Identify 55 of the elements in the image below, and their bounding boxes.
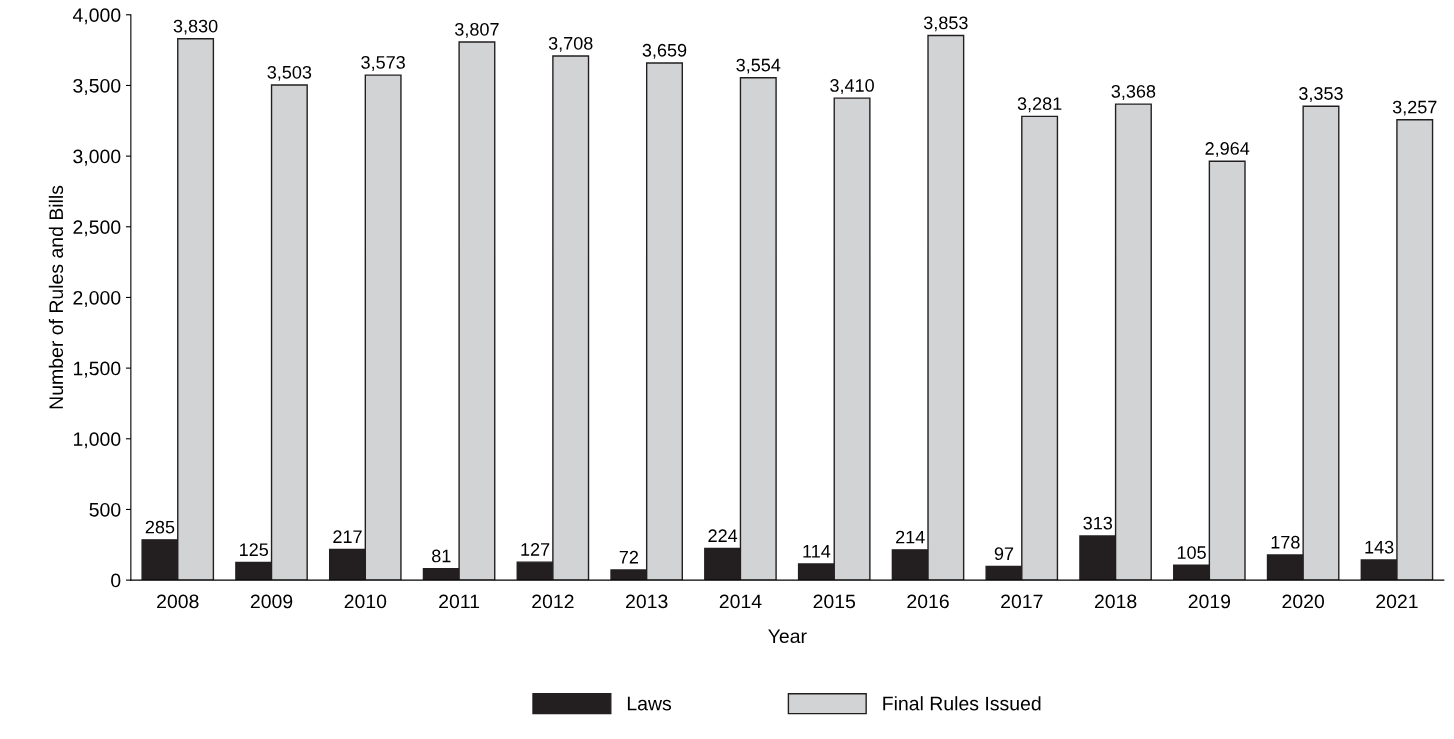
legend-label: Final Rules Issued bbox=[883, 696, 1041, 711]
data-label: 3,573 bbox=[361, 56, 405, 71]
y-tick-label: 500 bbox=[89, 502, 121, 517]
data-label: 105 bbox=[1177, 546, 1206, 559]
data-label: 3,257 bbox=[1392, 100, 1437, 116]
data-label: 3,659 bbox=[642, 43, 687, 59]
x-axis-title: Year bbox=[768, 629, 807, 644]
data-label: 114 bbox=[803, 545, 831, 558]
data-label: 313 bbox=[1083, 516, 1113, 530]
x-tick-label: 2016 bbox=[907, 594, 949, 609]
data-label: 3,554 bbox=[736, 58, 781, 74]
data-label: 217 bbox=[333, 530, 362, 543]
data-label: 81 bbox=[432, 549, 451, 563]
data-label: 72 bbox=[619, 550, 638, 564]
data-label: 224 bbox=[708, 529, 738, 542]
x-tick-label: 2020 bbox=[1282, 594, 1325, 609]
data-label: 3,708 bbox=[548, 36, 593, 52]
x-tick-label: 2012 bbox=[532, 594, 574, 609]
x-tick-label: 2017 bbox=[1001, 594, 1043, 609]
data-label: 3,807 bbox=[455, 22, 499, 38]
data-label: 3,830 bbox=[173, 19, 218, 35]
data-label: 285 bbox=[145, 520, 175, 534]
x-tick-label: 2018 bbox=[1094, 594, 1137, 609]
data-label: 3,503 bbox=[267, 65, 312, 81]
y-tick-label: 3,000 bbox=[73, 149, 121, 166]
y-tick-label: 2,500 bbox=[73, 220, 121, 237]
x-tick-label: 2021 bbox=[1376, 594, 1418, 609]
data-label: 3,368 bbox=[1111, 84, 1156, 100]
y-axis-title: Number of Rules and Bills bbox=[48, 185, 64, 409]
data-label: 3,853 bbox=[923, 16, 968, 32]
data-label: 127 bbox=[521, 543, 550, 556]
data-label: 214 bbox=[896, 530, 925, 544]
legend-label: Laws bbox=[627, 696, 672, 711]
data-label: 3,281 bbox=[1017, 97, 1062, 113]
data-label: 3,410 bbox=[830, 79, 874, 94]
y-tick-label: 2,000 bbox=[73, 290, 121, 307]
y-tick-label: 3,500 bbox=[73, 78, 121, 95]
x-tick-label: 2009 bbox=[250, 594, 293, 609]
y-tick-label: 1,000 bbox=[73, 432, 121, 449]
x-tick-label: 2014 bbox=[719, 594, 762, 609]
x-tick-label: 2010 bbox=[344, 594, 387, 609]
y-tick-label: 1,500 bbox=[73, 361, 121, 378]
data-label: 178 bbox=[1271, 535, 1300, 549]
data-label: 97 bbox=[994, 547, 1014, 561]
x-tick-label: 2019 bbox=[1188, 594, 1231, 609]
data-label: 125 bbox=[240, 543, 269, 557]
x-tick-label: 2011 bbox=[439, 594, 480, 609]
y-tick-label: 0 bbox=[111, 573, 121, 588]
x-tick-label: 2008 bbox=[157, 594, 199, 609]
y-tick-label: 4,000 bbox=[72, 8, 121, 25]
data-label: 143 bbox=[1365, 540, 1394, 554]
data-label: 3,353 bbox=[1299, 87, 1343, 103]
data-label: 2,964 bbox=[1205, 142, 1250, 157]
x-tick-label: 2013 bbox=[626, 594, 668, 609]
x-tick-label: 2015 bbox=[813, 594, 856, 609]
